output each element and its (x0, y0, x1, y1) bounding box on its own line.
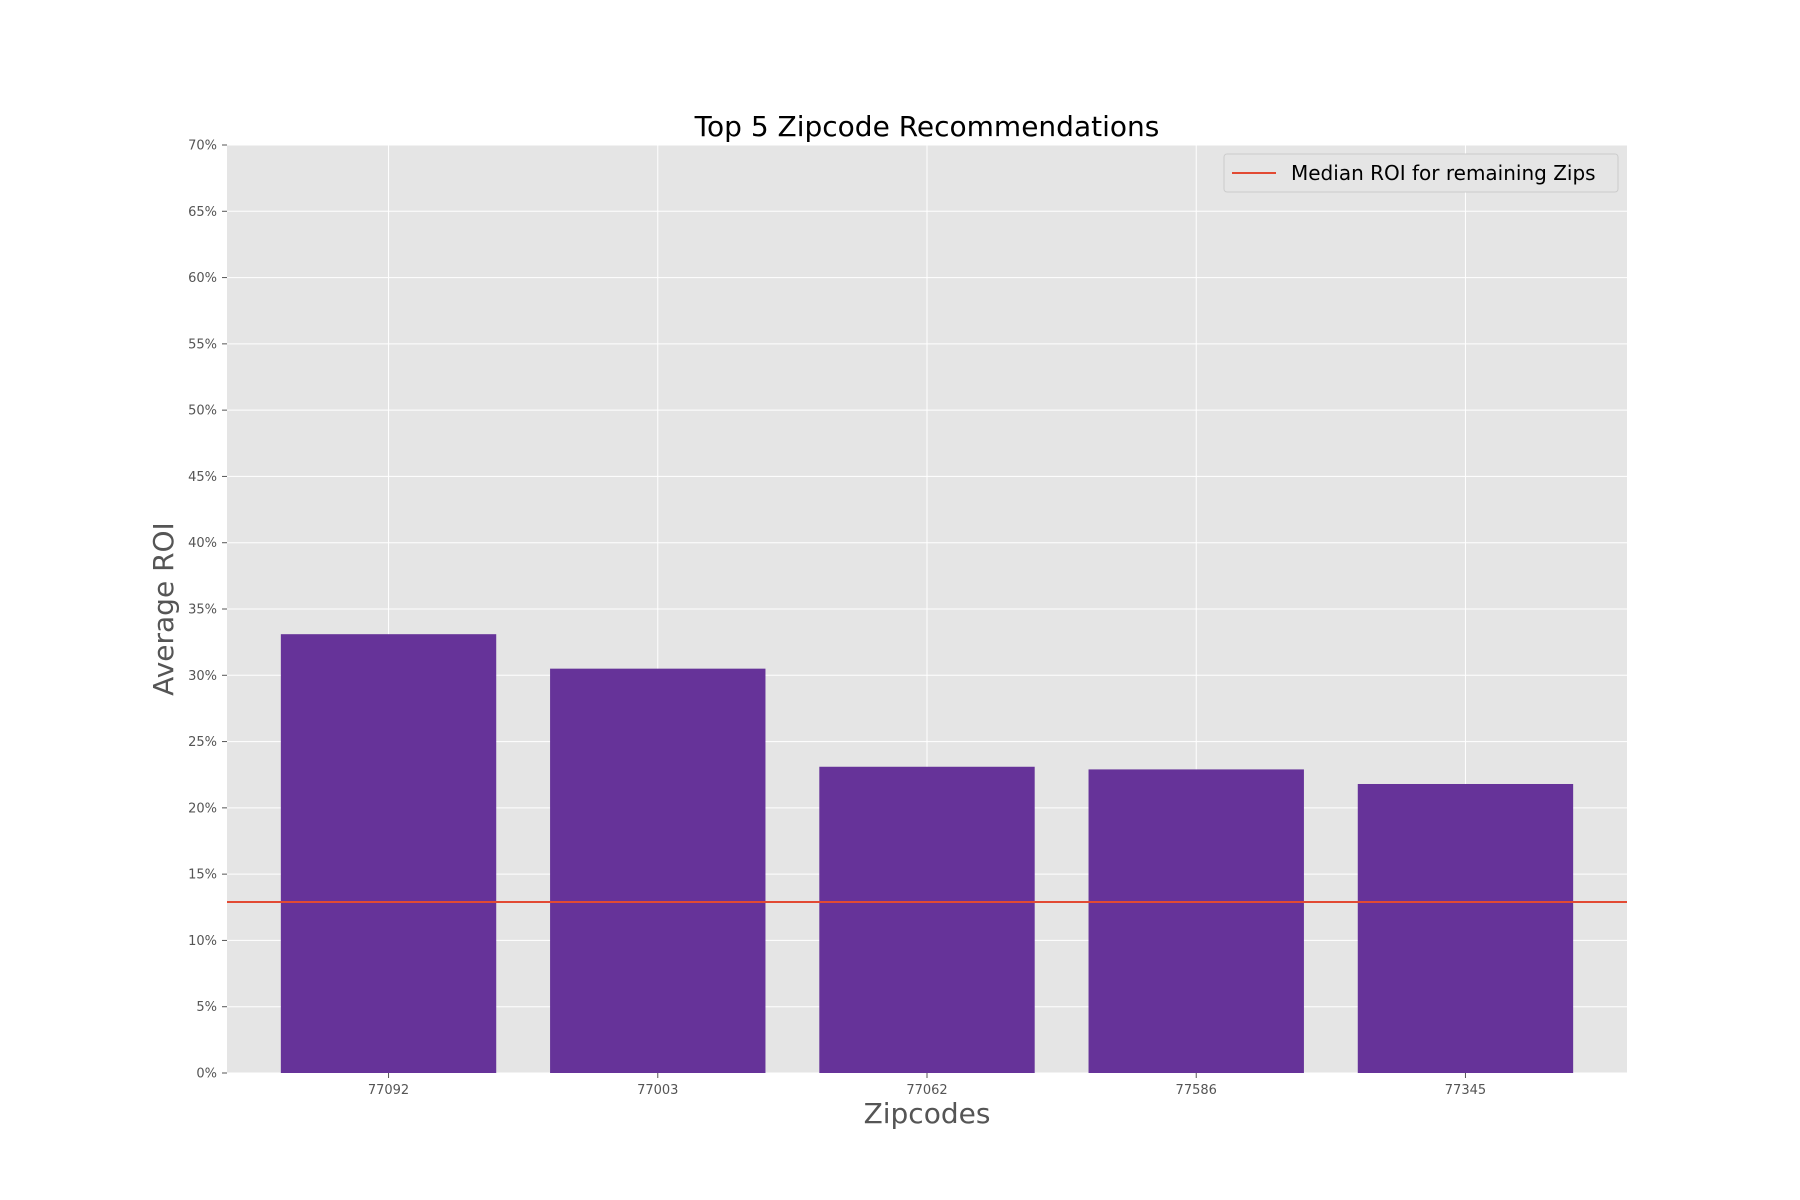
y-axis-title: Average ROI (147, 522, 180, 696)
y-axis-ticks: 0% 5% 10% 15% 20% 25% 30% 35% 40% 45% 50% 55% 60% 65%… (188, 139, 227, 1082)
y-tick-label: 60% (188, 271, 217, 286)
x-tick-label: 77062 (906, 1083, 947, 1098)
legend-entry-median-roi: Median ROI for remaining Zips (1291, 161, 1596, 185)
y-tick-label: 40% (188, 536, 217, 551)
y-tick-label: 15% (188, 868, 217, 883)
bar-77586 (1088, 769, 1304, 1073)
y-tick-label: 30% (188, 669, 217, 684)
y-tick-label: 65% (188, 205, 217, 220)
y-tick-label: 10% (188, 934, 217, 949)
bar-77003 (550, 668, 766, 1073)
y-tick-label: 0% (196, 1067, 217, 1082)
x-axis-ticks: 77092 77003 77062 77586 77345 (368, 1073, 1486, 1098)
x-tick-label: 77345 (1445, 1083, 1486, 1098)
y-tick-label: 50% (188, 404, 217, 419)
bar-77345 (1357, 783, 1574, 1073)
y-tick-label: 25% (188, 735, 217, 750)
y-tick-label: 35% (188, 603, 217, 618)
y-tick-label: 5% (196, 1000, 217, 1015)
bar-77062 (819, 766, 1035, 1073)
y-tick-label: 20% (188, 801, 217, 816)
x-tick-label: 77586 (1176, 1083, 1217, 1098)
chart-title: Top 5 Zipcode Recommendations (694, 110, 1160, 143)
x-tick-label: 77092 (368, 1083, 409, 1098)
x-axis-title: Zipcodes (864, 1097, 991, 1130)
y-tick-label: 45% (188, 470, 217, 485)
bars (280, 634, 1574, 1073)
bar-77092 (280, 634, 497, 1073)
legend: Median ROI for remaining Zips (1223, 153, 1619, 193)
x-tick-label: 77003 (637, 1083, 678, 1098)
legend-box (1223, 153, 1619, 193)
y-tick-label: 70% (188, 139, 217, 154)
y-tick-label: 55% (188, 337, 217, 352)
